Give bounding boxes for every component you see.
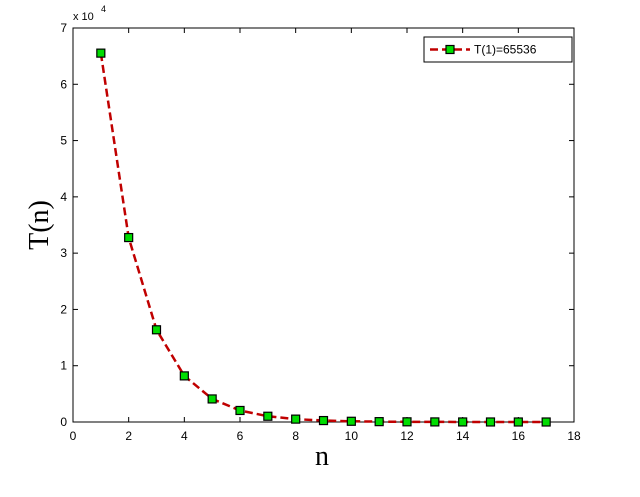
y-tick-label: 6 [60, 77, 67, 91]
y-tick-label: 4 [60, 190, 67, 204]
marker [318, 415, 329, 426]
marker [402, 417, 412, 427]
plot-frame [72, 27, 575, 423]
y-multiplier-exponent: 4 [101, 4, 106, 14]
marker [96, 48, 106, 58]
marker [235, 405, 245, 416]
y-tick-label: 5 [60, 134, 67, 148]
x-axis-label: n [315, 441, 329, 472]
marker [263, 411, 273, 421]
marker [151, 325, 162, 335]
marker [291, 414, 301, 424]
marker [179, 371, 189, 381]
marker [374, 417, 384, 427]
y-multiplier: x 10 [73, 11, 94, 23]
marker [430, 417, 440, 427]
marker [513, 417, 523, 427]
y-tick-label: 7 [60, 21, 67, 35]
x-tick-label: 0 [70, 429, 77, 443]
marker [124, 232, 134, 243]
y-tick-label: 3 [60, 246, 67, 260]
marker [458, 417, 468, 427]
y-axis-label: T(n) [24, 200, 55, 250]
y-tick-label: 1 [60, 359, 67, 373]
marker [485, 417, 496, 427]
x-tick-label: 2 [125, 429, 132, 443]
x-tick-label: 12 [400, 429, 414, 443]
x-tick-label: 14 [456, 429, 470, 443]
x-tick-label: 6 [237, 429, 244, 443]
marker [541, 417, 551, 427]
legend-label: T(1)=65536 [474, 43, 537, 57]
x-tick-label: 10 [345, 429, 359, 443]
y-tick-label: 0 [60, 415, 67, 429]
x-tick-label: 18 [567, 429, 581, 443]
x-tick-label: 16 [512, 429, 526, 443]
marker [346, 416, 356, 426]
y-tick-label: 2 [60, 302, 67, 316]
x-tick-label: 8 [292, 429, 299, 443]
marker [207, 394, 217, 404]
legend-marker [445, 44, 455, 55]
x-tick-label: 4 [181, 429, 188, 443]
